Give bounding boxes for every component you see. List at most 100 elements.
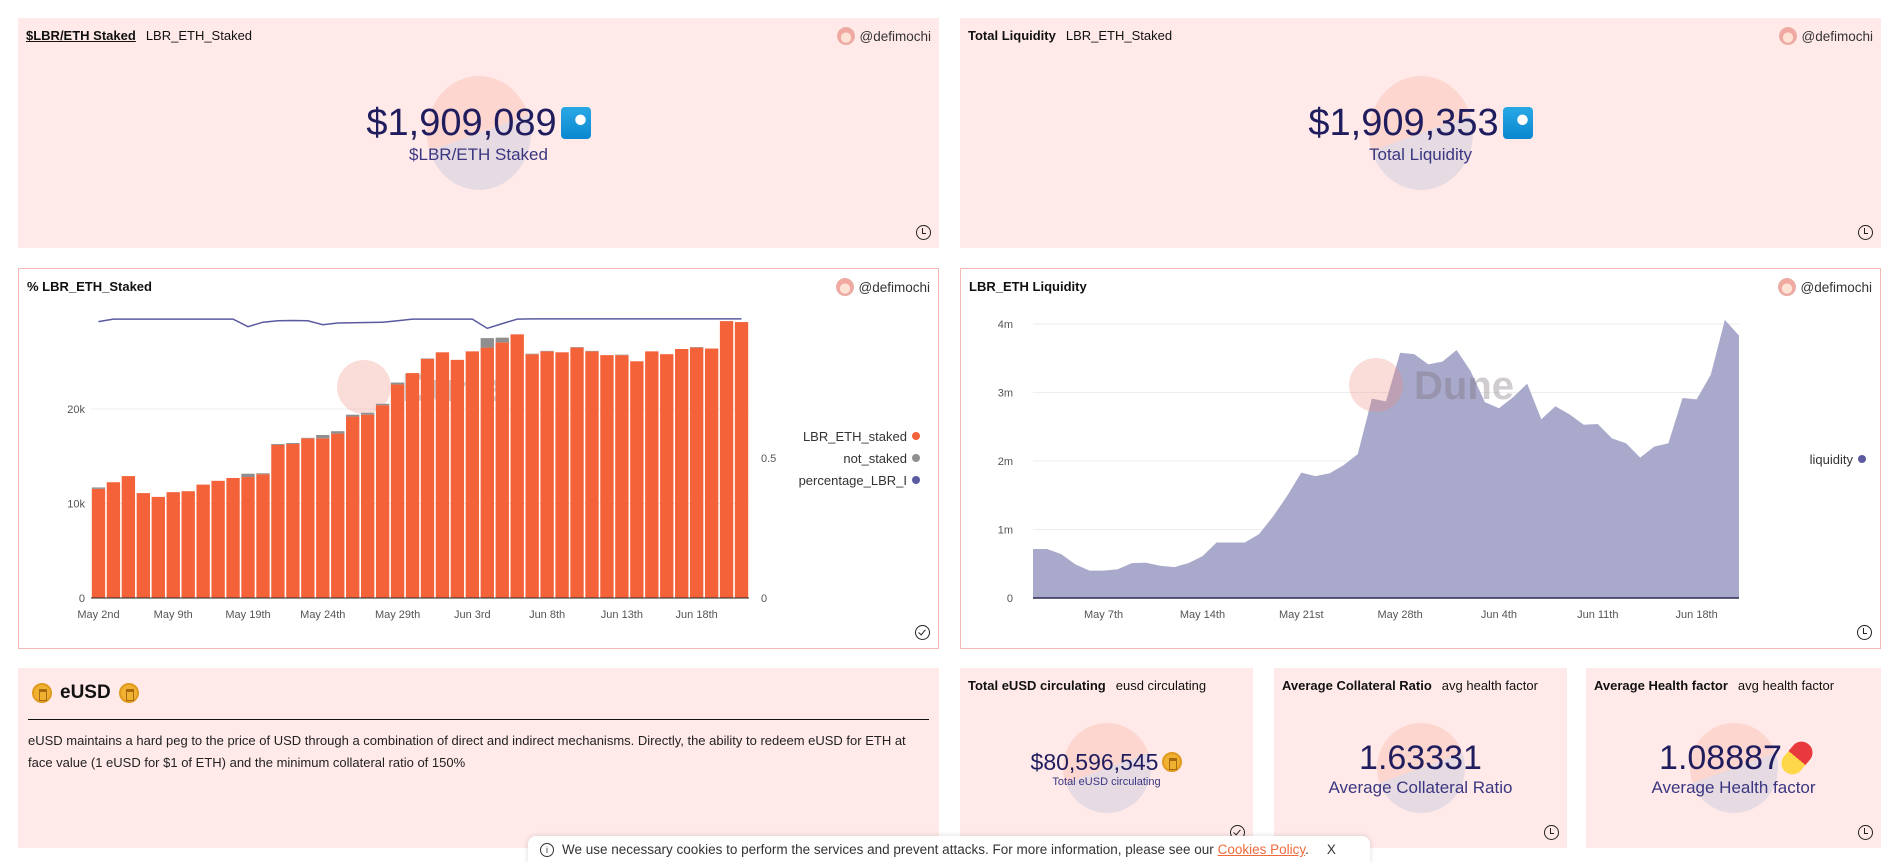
x-tick-label: May 14th: [1180, 609, 1225, 621]
avatar: [835, 278, 854, 296]
x-tick-label: May 19th: [225, 609, 270, 621]
bar-staked: [226, 477, 240, 598]
water-wave-icon: [560, 107, 591, 139]
counter-value: $80,596,545: [1030, 748, 1159, 775]
legend-item[interactable]: percentage_LBR_I: [799, 469, 920, 491]
x-tick-label: May 7th: [1084, 609, 1123, 621]
percentage-line: [98, 318, 742, 330]
bar-staked: [600, 355, 614, 598]
check-icon[interactable]: [915, 625, 930, 640]
x-tick-label: May 21st: [1279, 609, 1324, 621]
bar-staked: [630, 361, 644, 598]
clock-icon[interactable]: [1857, 625, 1872, 640]
clock-icon[interactable]: [1858, 825, 1873, 840]
bar-not-staked: [286, 443, 300, 444]
water-wave-icon: [1502, 107, 1533, 139]
chart-legend: LBR_ETH_staked not_staked percentage_LBR…: [799, 425, 920, 491]
close-cookie-button[interactable]: X: [1326, 842, 1336, 857]
card-title[interactable]: Average Health factor: [1594, 678, 1728, 693]
query-name: LBR_ETH_Staked: [1065, 28, 1173, 43]
x-tick-label: Jun 18th: [676, 609, 718, 621]
query-name: eusd circulating: [1115, 678, 1207, 693]
bar-staked: [286, 443, 300, 598]
bar-not-staked: [495, 337, 509, 343]
y-tick-label: 20k: [67, 404, 85, 416]
bar-staked: [689, 347, 704, 598]
dune-watermark-icon: [1689, 723, 1778, 813]
legend-item[interactable]: LBR_ETH_staked: [799, 425, 920, 447]
clock-icon[interactable]: [916, 225, 931, 240]
author-name: @defimochi: [1801, 28, 1873, 44]
bar-staked: [480, 347, 494, 598]
bar-staked: [331, 433, 345, 598]
dune-watermark-icon: [1376, 723, 1465, 813]
counter-label: $LBR/ETH Staked: [409, 144, 548, 164]
x-tick-label: Jun 3rd: [454, 609, 491, 621]
bar-not-staked: [316, 434, 330, 439]
x-tick-label: Jun 8th: [529, 609, 565, 621]
bar-not-staked: [375, 403, 390, 406]
bar-staked: [540, 351, 554, 598]
bar-staked: [346, 416, 360, 598]
bar-staked: [660, 354, 674, 598]
query-name: avg health factor: [1737, 678, 1835, 693]
bar-staked: [316, 438, 330, 598]
dune-logo-icon: [337, 360, 391, 414]
avatar: [1777, 278, 1796, 296]
chart-title[interactable]: LBR_ETH Liquidity: [969, 279, 1087, 294]
bar-staked: [734, 322, 749, 598]
bar-staked: [106, 482, 121, 598]
y2-tick-label: 0.5: [761, 453, 776, 465]
bar-not-staked: [480, 338, 494, 348]
legend-item[interactable]: liquidity: [1810, 448, 1866, 470]
avatar: [1778, 27, 1797, 45]
dune-watermark-icon: [426, 76, 531, 190]
liquidity-area-chart-panel: LBR_ETH Liquidity @defimochi 0 1m 2m 3m 4m Du…: [960, 268, 1881, 649]
legend-label: percentage_LBR_I: [798, 472, 907, 488]
card-title[interactable]: Average Collateral Ratio: [1282, 678, 1432, 693]
chart-title[interactable]: % LBR_ETH_Staked: [27, 279, 152, 294]
author[interactable]: @defimochi: [835, 278, 930, 296]
x-tick-label: May 28th: [1377, 609, 1422, 621]
author[interactable]: @defimochi: [1778, 27, 1873, 45]
legend-item[interactable]: not_staked: [799, 447, 920, 469]
y-tick-label: 1m: [998, 525, 1013, 537]
bar-staked: [495, 342, 509, 598]
author[interactable]: @defimochi: [836, 27, 931, 45]
dune-logo-icon: [1349, 358, 1403, 412]
clock-icon[interactable]: [1858, 225, 1873, 240]
cookie-text: We use necessary cookies to perform the …: [562, 842, 1214, 857]
dune-watermark-icon: [1368, 76, 1473, 190]
pill-icon: [1776, 737, 1817, 779]
heading-text: eUSD: [60, 682, 111, 703]
clock-icon[interactable]: [1544, 825, 1559, 840]
card-title[interactable]: $LBR/ETH Staked: [26, 28, 136, 43]
bar-not-staked: [360, 412, 375, 415]
legend-label: not_staked: [843, 450, 907, 466]
bar-staked: [510, 334, 524, 598]
staked-counter-card: $LBR/ETH Staked LBR_ETH_Staked @defimochi…: [18, 18, 939, 248]
cookies-policy-link[interactable]: Cookies Policy: [1217, 842, 1306, 857]
dune-watermark-text: Dune: [1414, 364, 1514, 408]
bar-staked: [555, 352, 569, 598]
query-name: LBR_ETH_Staked: [145, 28, 253, 43]
bar-staked: [390, 384, 405, 598]
counter-label: Total Liquidity: [1368, 144, 1472, 164]
bar-staked: [375, 405, 390, 598]
bar-staked: [181, 491, 195, 598]
text-heading: eUSD: [32, 682, 139, 704]
bar-staked: [525, 354, 539, 598]
bar-not-staked: [256, 473, 270, 475]
bar-staked: [91, 488, 106, 598]
author[interactable]: @defimochi: [1777, 278, 1872, 296]
y2-tick-label: 0: [761, 593, 767, 605]
counter-value: 1.63331: [1359, 738, 1482, 777]
card-title[interactable]: Total eUSD circulating: [968, 678, 1106, 693]
author-name: @defimochi: [858, 279, 930, 295]
collateral-ratio-card: Average Collateral Ratio avg health facto…: [1274, 668, 1567, 848]
legend-label: liquidity: [1809, 451, 1853, 467]
card-title[interactable]: Total Liquidity: [968, 28, 1056, 43]
liquidity-counter-card: Total Liquidity LBR_ETH_Staked @defimochi…: [960, 18, 1881, 248]
counter-value: 1.08887: [1659, 738, 1782, 777]
